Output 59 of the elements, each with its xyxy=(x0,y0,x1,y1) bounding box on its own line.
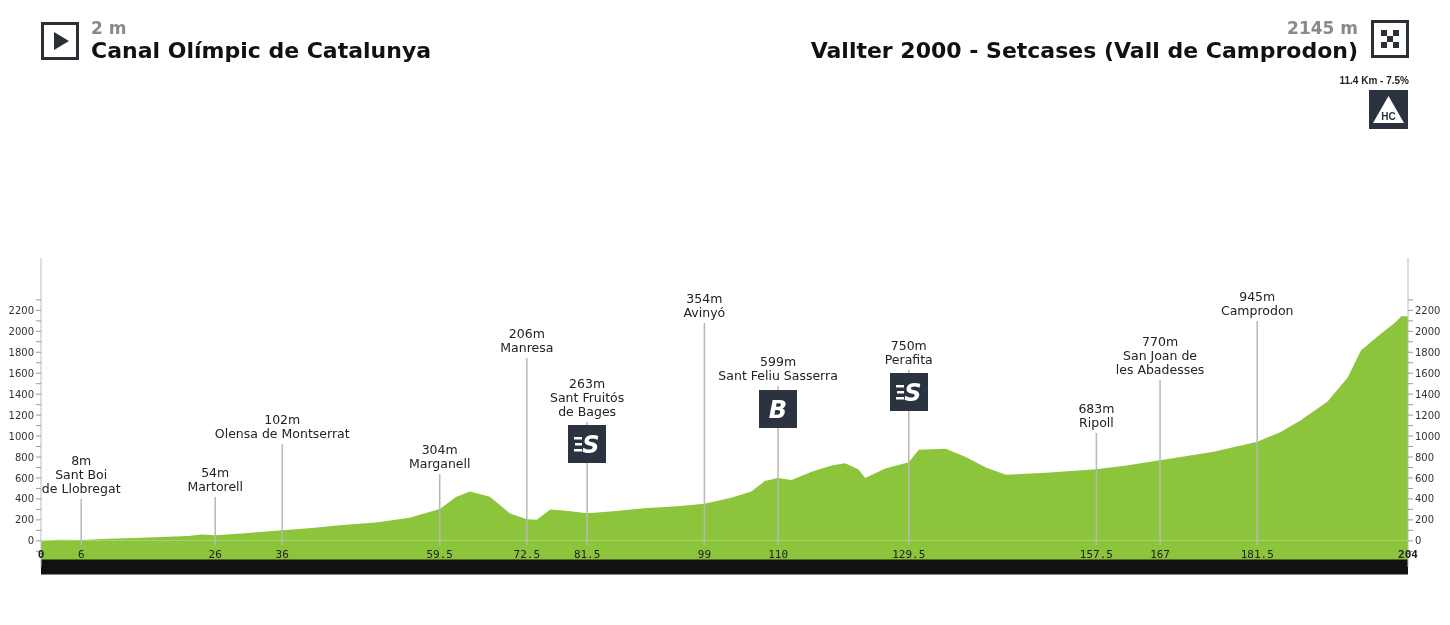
y-tick-label: 1600 xyxy=(8,367,34,379)
x-tick-label: 181.5 xyxy=(1240,548,1274,561)
ref-line-label: 206m Manresa xyxy=(500,326,554,355)
x-tick-label: 99 xyxy=(697,548,712,561)
ref-line-label: 304m Marganell xyxy=(408,442,471,471)
y-tick-label: 800 xyxy=(14,451,34,463)
text: 11.4 Km - 7.5% xyxy=(1339,75,1409,86)
ref-line-label: 683m Ripoll xyxy=(1078,401,1115,430)
annotation: S xyxy=(582,431,600,459)
x-tick-label: 81.5 xyxy=(573,548,601,561)
y-tick-label: 1400 xyxy=(8,388,34,400)
y2-tick-label: 1400 xyxy=(1415,388,1441,400)
ref-line-label: 599m Sant Feliu Sasserra xyxy=(718,354,838,383)
x-tick-label: 72.5 xyxy=(513,548,541,561)
x-tick-label: 129.5 xyxy=(892,548,926,561)
annotation: S xyxy=(904,379,922,407)
ref-line-label: 102m Olensa de Montserrat xyxy=(214,412,350,441)
y2-tick-label: 400 xyxy=(1415,493,1435,505)
y-tick-label: 2200 xyxy=(8,304,34,316)
x-tick-label: 59.5 xyxy=(426,548,453,561)
sprint-icon: S xyxy=(568,425,607,463)
y2-tick-label: 1000 xyxy=(1415,430,1441,442)
y2-tick-label: 600 xyxy=(1415,472,1435,484)
ref-line-label: 945m Camprodon xyxy=(1220,289,1294,318)
ref-line-label: 8m Sant Boi de Llobregat xyxy=(41,453,121,496)
annotation: B xyxy=(768,396,788,424)
y-tick-label: 0 xyxy=(27,535,34,547)
x-tick-label: 157.5 xyxy=(1079,548,1113,561)
ref-line-label: 354m Avinyó xyxy=(683,291,726,320)
ref-line-label: 54m Martorell xyxy=(187,465,244,494)
y2-tick-label: 800 xyxy=(1415,451,1435,463)
sprint-icon: S xyxy=(889,373,928,411)
chart-title: Canal Olímpic de Catalunya xyxy=(91,38,432,63)
y2-tick-label: 2000 xyxy=(1415,325,1441,337)
y2-tick-label: 200 xyxy=(1415,514,1435,526)
y2-tick-label: 0 xyxy=(1415,535,1422,547)
ref-line-label: 263m Sant Fruitós de Bages xyxy=(549,376,625,419)
letter-icon: B xyxy=(759,390,798,428)
y-tick-label: 400 xyxy=(14,493,34,505)
ref-line-label: 750m Perafita xyxy=(884,338,933,367)
y2-tick-label: 1800 xyxy=(1415,346,1441,358)
y-tick-label: 1800 xyxy=(8,346,34,358)
x-tick-label: 36 xyxy=(275,548,289,561)
ref-line-label: 770m San Joan de les Abadesses xyxy=(1115,334,1205,377)
y2-tick-label: 1600 xyxy=(1415,367,1441,379)
y-tick-label: 2000 xyxy=(8,325,34,337)
text: 2 m xyxy=(91,18,127,38)
y2-tick-label: 1200 xyxy=(1415,409,1441,421)
y2-tick-label: 2200 xyxy=(1415,304,1441,316)
y-tick-label: 1200 xyxy=(8,409,34,421)
x-tick-label: 110 xyxy=(768,548,789,561)
y-tick-label: 600 xyxy=(14,472,34,484)
x-tick-label: 26 xyxy=(208,548,222,561)
x-tick-label: 6 xyxy=(77,548,85,561)
chart-subtitle: Vallter 2000 - Setcases (Vall de Camprodon) xyxy=(810,38,1358,63)
y-tick-label: 200 xyxy=(14,514,34,526)
y-tick-label: 1000 xyxy=(8,430,34,442)
x-tick-label: 167 xyxy=(1150,548,1170,561)
text: 2145 m xyxy=(1287,18,1358,38)
